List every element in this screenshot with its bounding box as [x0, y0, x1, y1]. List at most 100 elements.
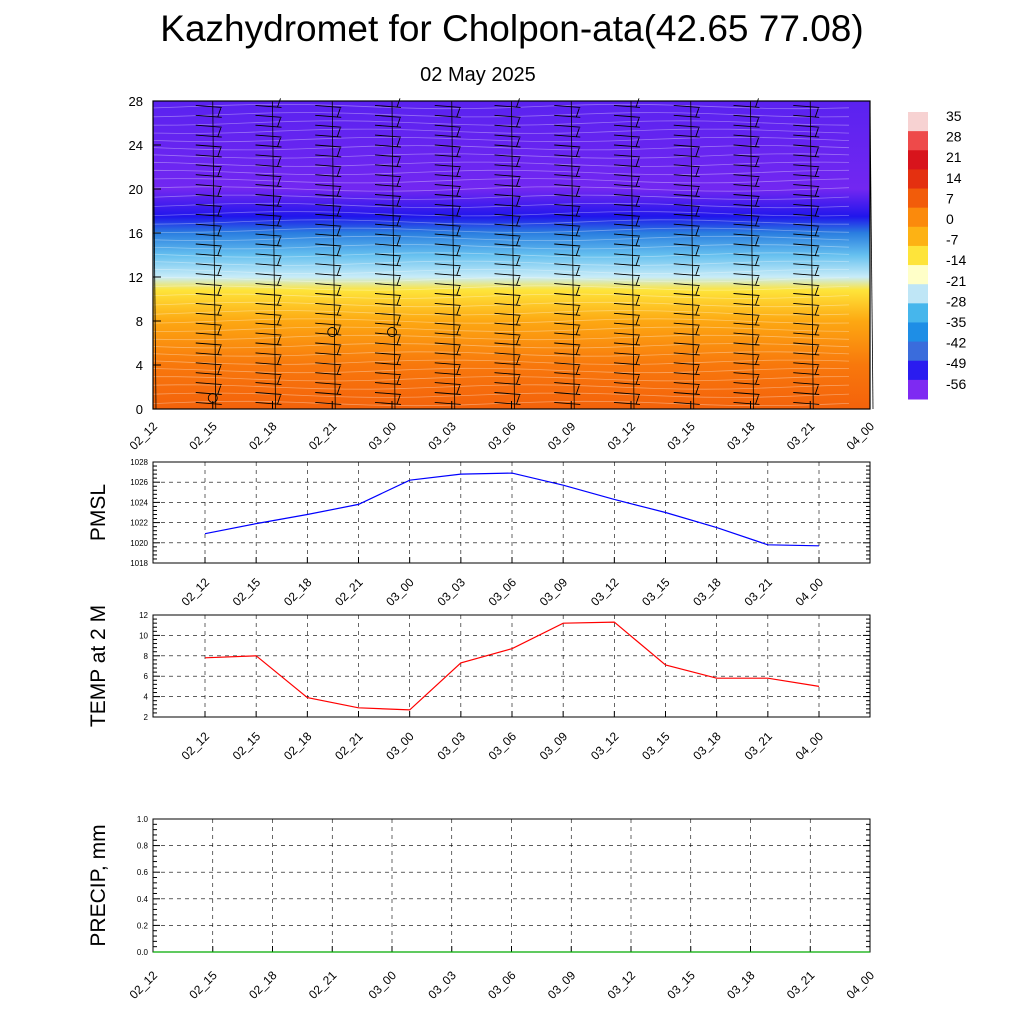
wind-barb	[733, 312, 760, 316]
wind-barb	[434, 345, 461, 356]
wind-barb	[673, 266, 700, 277]
wind-barb	[793, 108, 820, 118]
x-tick-label: 03_12	[605, 968, 639, 1002]
wind-barb	[733, 375, 760, 386]
wind-barb	[255, 392, 282, 395]
wind-barb	[554, 127, 581, 138]
x-tick-label: 04_00	[844, 968, 878, 1002]
wind-barb	[554, 167, 581, 178]
x-tick-label: 03_09	[537, 575, 571, 609]
wind-barb	[255, 312, 282, 316]
wind-barb	[554, 124, 581, 128]
wind-barb	[793, 266, 820, 277]
contour-line	[152, 351, 850, 357]
wind-barb	[374, 114, 402, 118]
y-tick-label: 0.6	[137, 868, 149, 877]
x-tick-label: 03_18	[724, 419, 758, 453]
wind-barb	[733, 236, 760, 247]
wind-barb	[315, 322, 342, 326]
wind-barb	[554, 365, 581, 376]
wind-barb	[494, 98, 521, 108]
colorbar-label: 21	[946, 149, 962, 165]
wind-barb	[374, 352, 402, 356]
wind-barb	[255, 213, 282, 217]
wind-barb	[613, 118, 641, 128]
wind-barb	[374, 213, 402, 217]
series-line	[204, 621, 820, 711]
x-tick-label: 03_15	[639, 729, 673, 763]
wind-barb	[315, 203, 342, 207]
wind-barb	[733, 213, 760, 217]
wind-barb	[255, 114, 282, 118]
wind-barb	[434, 286, 461, 296]
wind-mast	[272, 100, 276, 410]
wind-barb	[793, 263, 820, 267]
wind-barb	[494, 194, 521, 197]
contour-line	[152, 153, 850, 159]
wind-barb	[195, 187, 222, 197]
wind-barb	[494, 352, 521, 356]
wind-barb	[554, 164, 581, 168]
wind-barb	[793, 365, 820, 376]
contour-line	[152, 227, 850, 233]
wind-barb	[673, 203, 700, 207]
wind-barb	[255, 118, 282, 128]
wind-barb	[434, 382, 461, 386]
y-tick-label: 0.0	[137, 948, 149, 957]
wind-barb	[613, 174, 641, 178]
wind-barb	[673, 382, 700, 386]
wind-barb	[315, 345, 342, 356]
colorbar-label: -7	[946, 232, 959, 248]
wind-barb	[374, 316, 402, 326]
wind-barb	[793, 203, 820, 207]
wind-barb	[195, 207, 222, 217]
x-tick-label: 02_21	[306, 419, 340, 453]
y-tick-label: 4	[144, 693, 149, 702]
wind-mast	[809, 100, 814, 410]
wind-barb	[793, 124, 820, 128]
wind-barb	[434, 147, 461, 158]
wind-barb	[494, 273, 521, 277]
wind-barb	[733, 157, 760, 168]
contour-line	[152, 334, 850, 341]
wind-barb	[793, 286, 820, 296]
wind-barb	[733, 217, 760, 227]
wind-barb	[733, 276, 760, 287]
wind-barb	[315, 147, 342, 158]
x-tick-label: 02_15	[230, 575, 264, 609]
wind-barb	[793, 385, 820, 395]
wind-barb	[673, 263, 700, 267]
wind-barb	[494, 355, 521, 366]
wind-mast	[451, 100, 456, 410]
wind-barb	[195, 322, 222, 326]
contour-line	[152, 169, 850, 176]
contour-line	[152, 128, 850, 134]
x-tick-label: 04_00	[793, 575, 827, 609]
contour-line	[152, 178, 850, 184]
wind-barb	[315, 187, 342, 197]
wind-barb	[793, 223, 820, 227]
colorbar-label: 7	[946, 190, 954, 206]
wind-barb	[434, 124, 461, 128]
x-tick-label: 03_12	[588, 575, 622, 609]
wind-barb	[315, 401, 342, 405]
wind-barb	[793, 164, 820, 168]
wind-barb	[673, 283, 700, 287]
wind-barb	[374, 253, 402, 257]
wind-barb	[494, 316, 521, 326]
wind-barb	[195, 263, 222, 267]
series-line	[204, 472, 820, 547]
wind-barb	[374, 177, 402, 188]
wind-barb	[434, 306, 461, 316]
colorbar-label: -42	[946, 335, 966, 351]
wind-barb	[255, 395, 282, 405]
wind-barb	[793, 127, 820, 138]
wind-barb	[255, 276, 282, 287]
wind-barb	[494, 217, 521, 227]
y-tick-label: 12	[129, 270, 143, 285]
wind-barb	[733, 273, 760, 277]
wind-barb	[374, 293, 402, 296]
wind-barb	[255, 134, 282, 138]
contour-line	[152, 285, 850, 291]
y-tick-label: 10	[139, 631, 148, 640]
